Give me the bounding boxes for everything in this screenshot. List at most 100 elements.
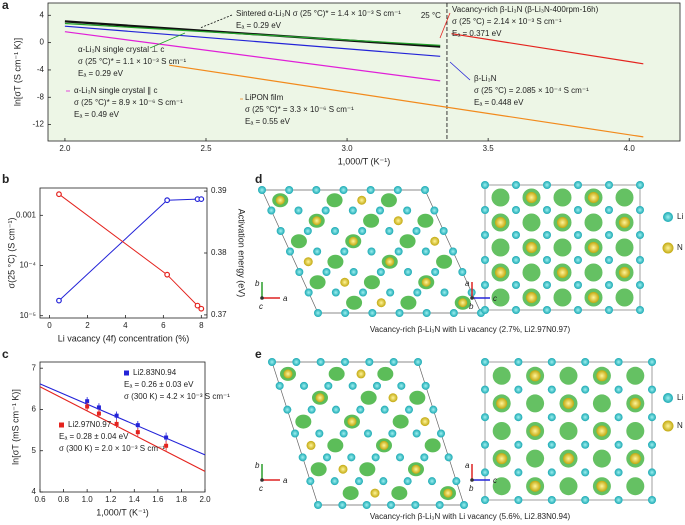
li-atom (440, 288, 449, 297)
density (492, 477, 511, 496)
n-atom (376, 298, 386, 308)
li-atom (395, 309, 404, 317)
n-atom (385, 257, 395, 267)
density (399, 234, 416, 249)
li-atom (543, 231, 551, 239)
series-line (451, 33, 644, 65)
li-atom (581, 496, 590, 504)
li-atom (648, 413, 656, 422)
li-atom (312, 186, 321, 194)
li-atom (574, 231, 582, 239)
n-atom (393, 216, 403, 226)
density (491, 288, 510, 307)
li-atom (283, 405, 292, 414)
li-atom (294, 206, 303, 215)
density (559, 477, 578, 496)
n-atom (495, 217, 506, 228)
li-atom (605, 231, 613, 239)
n-atom (557, 267, 568, 278)
n-atom (588, 292, 599, 303)
density (377, 366, 394, 381)
li-atom (403, 206, 412, 215)
li-atom (514, 496, 523, 504)
li-atom (614, 413, 623, 422)
axis-name: c (493, 476, 497, 485)
panel-letter: a (2, 0, 9, 12)
y2-tick-label: 0.39 (211, 186, 227, 195)
n-atom (496, 453, 508, 465)
li-atom (481, 281, 489, 289)
li-atom (394, 247, 403, 256)
li-atom (614, 468, 623, 477)
n-atom (563, 453, 574, 465)
density (359, 462, 376, 477)
li-atom (574, 306, 582, 314)
li-atom (421, 186, 429, 194)
x-tick-label: 2.5 (200, 144, 212, 153)
li-atom (581, 440, 590, 449)
annotation: Sintered α-Li₃N σ (25 °C)* = 1.4 × 10⁻³ … (236, 9, 401, 18)
annotation: σ (25 °C)* = 3.3 × 10⁻⁶ S cm⁻¹ (245, 105, 354, 114)
legend-note: Eₐ = 0.26 ± 0.03 eV (124, 380, 194, 389)
n-atom (629, 453, 641, 465)
n-atom (458, 298, 468, 308)
density (491, 188, 510, 207)
li-atom (303, 227, 312, 235)
fit-line (39, 383, 206, 456)
li-atom (285, 186, 294, 194)
density (424, 438, 441, 453)
axis-name: c (259, 302, 263, 311)
axis-name: c (493, 294, 497, 303)
n-atom (557, 217, 568, 228)
density (391, 486, 408, 501)
n-atom (275, 195, 285, 205)
li-atom (412, 429, 421, 438)
li-atom (307, 405, 316, 414)
li-atom (258, 186, 266, 194)
li-atom (366, 186, 375, 194)
li-atom (347, 453, 356, 462)
panel-letter: e (255, 347, 262, 361)
li-atom (648, 358, 656, 366)
n-atom (526, 242, 537, 253)
y-tick-label: -8 (37, 92, 45, 101)
li-atom (605, 206, 613, 214)
li-atom (481, 181, 489, 189)
li-atom (481, 358, 489, 366)
n-atom (356, 369, 366, 379)
n-atom (619, 267, 630, 278)
density (626, 477, 645, 496)
li-atom (380, 405, 389, 414)
li-atom (547, 468, 556, 477)
density (491, 238, 510, 257)
li-atom (581, 468, 590, 477)
n-atom (596, 370, 608, 382)
annotation: Eₐ = 0.371 eV (452, 29, 502, 38)
n-atom (420, 417, 430, 427)
li-atom (292, 358, 301, 366)
density (327, 254, 344, 269)
li-atom (367, 247, 376, 256)
density (363, 275, 380, 290)
n-atom (411, 464, 421, 474)
x-tick-label: 1.0 (82, 495, 94, 504)
li-atom (359, 288, 367, 297)
series-line (64, 22, 441, 46)
cell-view (484, 361, 653, 501)
marker (164, 197, 171, 204)
li-atom (452, 477, 461, 486)
li-atom (389, 358, 398, 366)
n-atom (421, 277, 431, 287)
marker (56, 191, 62, 198)
li-atom (304, 288, 313, 297)
li-atom (349, 268, 358, 276)
li-atom (358, 227, 367, 235)
fit-line (39, 386, 206, 472)
axis-name: a (283, 294, 288, 303)
n-atom (443, 488, 453, 498)
marker (56, 297, 62, 304)
y-tick-label: 4 (40, 10, 45, 19)
series-line (169, 64, 644, 138)
x-tick-label: 1.8 (176, 495, 188, 504)
